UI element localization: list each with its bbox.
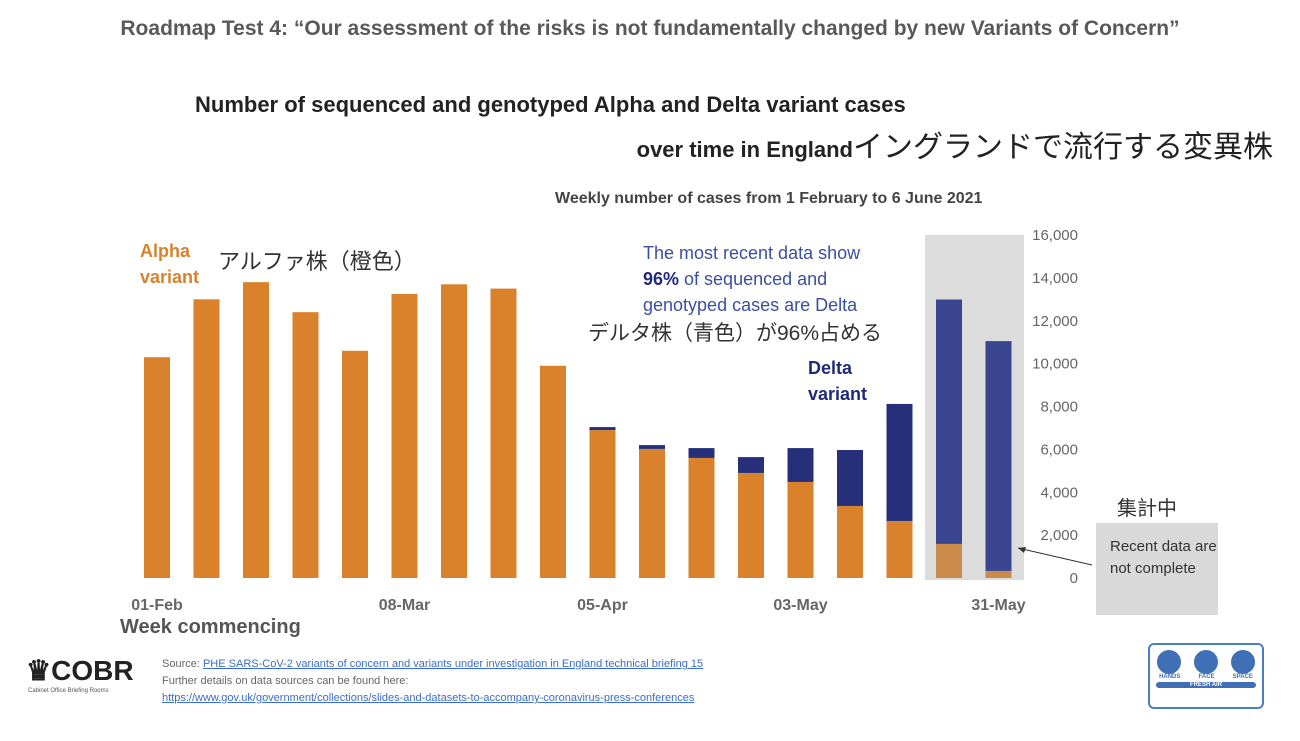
y-tick-label: 8,000 bbox=[1040, 399, 1078, 416]
bar-delta-24-May bbox=[936, 299, 962, 544]
bar-alpha-15-Mar bbox=[441, 284, 467, 578]
y-tick-label: 16,000 bbox=[1032, 227, 1078, 244]
bar-alpha-17-May bbox=[886, 520, 913, 578]
cobr-logo: ♛COBR bbox=[26, 654, 134, 687]
note-line: genotyped cases are Delta bbox=[643, 295, 858, 315]
arrow-line bbox=[1017, 547, 1093, 566]
badge-hands: HANDS bbox=[1159, 674, 1181, 680]
note-percent: 96% bbox=[643, 269, 680, 289]
y-tick-label: 2,000 bbox=[1040, 527, 1078, 544]
bar-delta-12-Apr bbox=[639, 445, 665, 449]
bar-delta-26-Apr bbox=[738, 457, 764, 473]
chart-title-en: over time in England bbox=[636, 137, 853, 162]
note-line: The most recent data show bbox=[643, 243, 861, 263]
face-icon bbox=[1193, 650, 1218, 674]
bar-delta-17-May bbox=[886, 403, 913, 521]
y-tick-label: 10,000 bbox=[1032, 356, 1078, 373]
bar-alpha-26-Apr bbox=[738, 472, 764, 578]
further-details: Further details on data sources can be f… bbox=[162, 675, 409, 687]
x-tick-label: 08-Mar bbox=[379, 597, 431, 614]
y-tick-label: 4,000 bbox=[1040, 484, 1078, 501]
logo-subtitle: Cabinet Office Briefing Rooms bbox=[28, 688, 109, 694]
x-tick-label: 31-May bbox=[971, 597, 1025, 614]
chart-title: Number of sequenced and genotyped Alpha … bbox=[195, 92, 906, 117]
bar-alpha-08-Mar bbox=[391, 293, 418, 578]
chart-subtitle: Weekly number of cases from 1 February t… bbox=[555, 190, 983, 207]
delta-annotation-jp: デルタ株（青色）が96%占める bbox=[588, 322, 883, 345]
source-prefix: Source: bbox=[162, 658, 203, 670]
bar-delta-05-Apr bbox=[589, 427, 616, 431]
bar-alpha-05-Apr bbox=[589, 430, 616, 578]
x-tick-label: 03-May bbox=[773, 597, 827, 614]
badge-fresh-air: FRESH AIR bbox=[1156, 682, 1256, 688]
source-block: Source: PHE SARS-CoV-2 variants of conce… bbox=[162, 656, 703, 707]
bar-alpha-01-Feb bbox=[144, 357, 170, 578]
bar-alpha-15-Feb bbox=[243, 282, 269, 578]
bar-alpha-12-Apr bbox=[639, 448, 665, 578]
x-tick-label: 01-Feb bbox=[131, 597, 183, 614]
x-axis-label: Week commencing bbox=[120, 616, 301, 638]
space-icon bbox=[1231, 650, 1256, 674]
hands-icon bbox=[1156, 650, 1181, 674]
bar-alpha-03-May bbox=[787, 481, 814, 578]
badge-face: FACE bbox=[1198, 674, 1215, 680]
chart-title-jp: イングランドで流行する変異株 bbox=[853, 131, 1273, 164]
bar-alpha-31-May bbox=[985, 570, 1012, 578]
logo-text: COBR bbox=[51, 655, 134, 686]
incomplete-data-note: Recent data are not complete bbox=[1096, 523, 1218, 615]
note-text: of sequenced and bbox=[679, 269, 828, 289]
bar-delta-10-May bbox=[837, 450, 863, 506]
note-line: 96% of sequenced and bbox=[643, 266, 860, 292]
bar-alpha-22-Feb bbox=[292, 312, 319, 578]
alpha-legend-label: Alpha variant bbox=[140, 241, 200, 287]
bar-alpha-29-Mar bbox=[540, 365, 566, 578]
pending-label-jp: 集計中 bbox=[1117, 498, 1177, 520]
bar-alpha-19-Apr bbox=[688, 457, 715, 578]
alpha-legend-jp: アルファ株（橙色） bbox=[218, 249, 416, 274]
y-tick-label: 6,000 bbox=[1040, 441, 1078, 458]
bar-delta-31-May bbox=[985, 341, 1012, 571]
badge-space: SPACE bbox=[1232, 674, 1253, 680]
page-title: Roadmap Test 4: “Our assessment of the r… bbox=[120, 17, 1180, 40]
y-tick-label: 14,000 bbox=[1032, 270, 1078, 287]
datasets-link[interactable]: https://www.gov.uk/government/collection… bbox=[162, 692, 695, 704]
bar-alpha-10-May bbox=[837, 505, 863, 578]
source-link[interactable]: PHE SARS-CoV-2 variants of concern and v… bbox=[202, 658, 704, 670]
crest-icon: ♛ bbox=[26, 655, 52, 686]
bar-delta-03-May bbox=[787, 448, 814, 482]
bar-alpha-24-May bbox=[936, 543, 962, 578]
arrowhead-icon bbox=[1018, 547, 1026, 553]
bar-alpha-08-Feb bbox=[193, 299, 220, 578]
y-tick-label: 0 bbox=[1070, 570, 1078, 587]
bar-alpha-01-Mar bbox=[342, 350, 368, 578]
hands-face-space-badge: HANDS FACE SPACE FRESH AIR bbox=[1148, 643, 1264, 709]
y-tick-label: 12,000 bbox=[1032, 313, 1078, 330]
chart-title-line2: over time in Englandイングランドで流行する変異株 bbox=[637, 122, 1273, 166]
bar-delta-19-Apr bbox=[688, 448, 715, 458]
x-tick-label: 05-Apr bbox=[577, 597, 628, 614]
bar-alpha-22-Mar bbox=[490, 288, 517, 578]
delta-legend-label: Delta variant bbox=[808, 358, 868, 404]
annotation-note: The most recent data show 96% of sequenc… bbox=[643, 240, 860, 318]
